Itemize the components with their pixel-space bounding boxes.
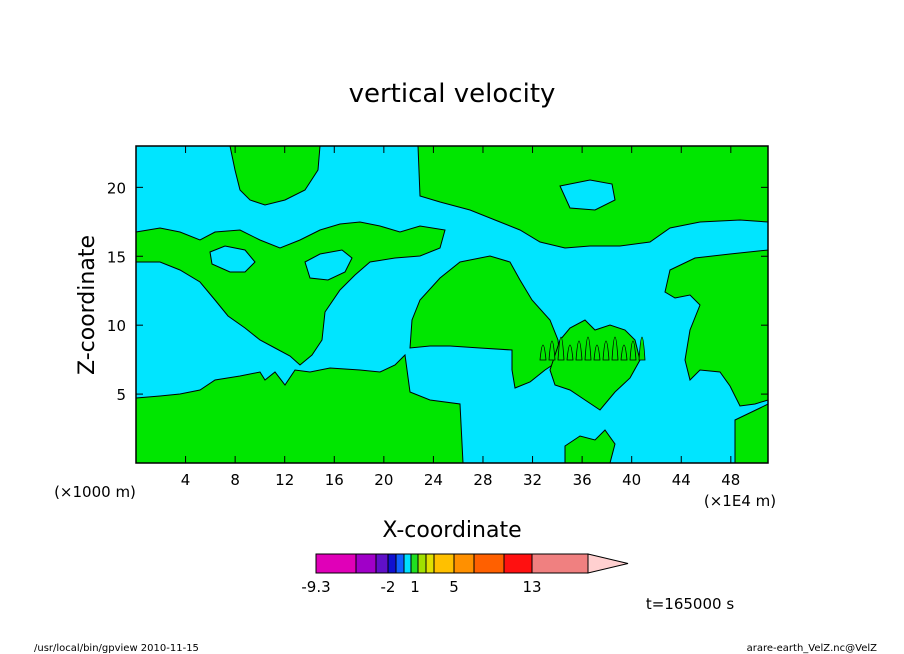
- colorbar-segment: [473, 553, 505, 574]
- colorbar-segment: [403, 553, 412, 574]
- oscillation-lobe: [620, 344, 628, 361]
- footer-left: /usr/local/bin/gpview 2010-11-15: [34, 643, 199, 654]
- x-tick-label: 44: [672, 471, 691, 489]
- colorbar-segment: [355, 553, 377, 574]
- y-axis-label: Z-coordinate: [75, 235, 100, 375]
- oscillation-lobe: [593, 344, 601, 361]
- colorbar-label: -2: [381, 578, 396, 596]
- chart-title: vertical velocity: [349, 79, 556, 109]
- colorbar-segment: [410, 553, 419, 574]
- x-unit-right: (×1E4 m): [704, 492, 776, 510]
- colorbar-segment: [453, 553, 475, 574]
- colorbar-segment: [315, 553, 357, 574]
- oscillation-lobe: [539, 344, 547, 361]
- negative-region: [559, 179, 616, 211]
- x-tick-label: 28: [473, 471, 492, 489]
- colorbar-label: 13: [522, 578, 541, 596]
- x-axis-label: X-coordinate: [382, 518, 521, 543]
- positive-regions: [135, 145, 769, 464]
- x-axis: 4 8 12 16 20 24 28 32 36 40 44 48: [181, 146, 740, 489]
- y-axis: 5 10 15 20: [107, 179, 768, 404]
- y-tick-label: 10: [107, 317, 126, 335]
- oscillation-lobe: [557, 336, 565, 361]
- positive-region: [549, 319, 641, 411]
- oscillation-lobe: [638, 336, 646, 361]
- x-tick-label: 24: [424, 471, 443, 489]
- x-tick-label: 40: [622, 471, 641, 489]
- colorbar-segment: [433, 553, 455, 574]
- time-label: t=165000 s: [646, 595, 734, 613]
- oscillation-lobe: [629, 340, 637, 361]
- x-tick-label: 16: [325, 471, 344, 489]
- colorbar: [315, 553, 629, 574]
- colorbar-segment: [417, 553, 427, 574]
- y-tick-label: 20: [107, 179, 126, 197]
- oscillation-lobe: [566, 344, 574, 361]
- oscillation-lobe: [548, 340, 556, 361]
- colorbar-segment: [503, 553, 533, 574]
- positive-region: [135, 353, 464, 464]
- positive-region: [664, 249, 769, 407]
- colorbar-segment: [531, 553, 589, 574]
- colorbar-label: -9.3: [301, 578, 330, 596]
- x-tick-label: 36: [573, 471, 592, 489]
- oscillation-lobe: [584, 336, 592, 361]
- colorbar-labels: -9.3 -2 1 5 13: [301, 578, 541, 596]
- y-tick-label: 5: [116, 386, 126, 404]
- x-tick-label: 4: [181, 471, 191, 489]
- plot-frame: [135, 145, 769, 464]
- colorbar-arrow: [587, 553, 629, 574]
- negative-region: [304, 249, 353, 281]
- oscillation-lobe: [575, 340, 583, 361]
- colorbar-segment: [375, 553, 389, 574]
- colorbar-segment: [425, 553, 435, 574]
- positive-region: [409, 255, 561, 389]
- x-tick-label: 12: [275, 471, 294, 489]
- negative-region: [209, 245, 256, 273]
- colorbar-segment: [395, 553, 405, 574]
- positive-region: [229, 145, 321, 206]
- colorbar-label: 5: [449, 578, 459, 596]
- x-unit-left: (×1000 m): [54, 483, 136, 501]
- x-tick-label: 48: [721, 471, 740, 489]
- x-tick-label: 20: [374, 471, 393, 489]
- oscillation-lobe: [602, 340, 610, 361]
- colorbar-label: 1: [410, 578, 420, 596]
- oscillation-lobe: [611, 336, 619, 361]
- x-tick-label: 8: [230, 471, 240, 489]
- colorbar-segment: [387, 553, 397, 574]
- footer-right: arare-earth_VelZ.nc@VelZ: [747, 643, 878, 654]
- x-tick-label: 32: [523, 471, 542, 489]
- y-tick-label: 15: [107, 248, 126, 266]
